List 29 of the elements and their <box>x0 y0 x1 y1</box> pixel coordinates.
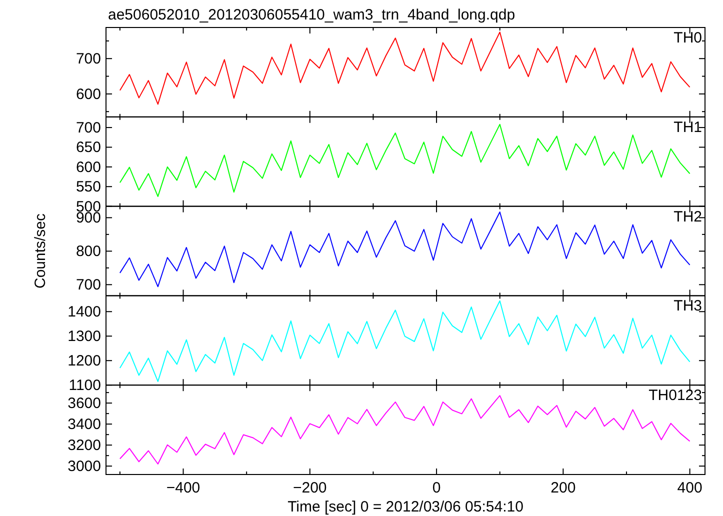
y-tick-label: 700 <box>76 120 101 137</box>
series-label: TH2 <box>674 208 702 226</box>
x-tick-label: −200 <box>292 480 327 496</box>
x-tick-label: 200 <box>550 480 576 496</box>
x-tick-label: 0 <box>432 480 441 496</box>
y-tick-label: 3000 <box>68 458 101 476</box>
y-tick-label: 650 <box>76 139 101 156</box>
y-tick-label: 1100 <box>68 377 101 394</box>
y-tick-label: 1200 <box>68 352 101 370</box>
y-tick-label: 1300 <box>68 328 101 346</box>
y-tick-label: 550 <box>76 178 101 196</box>
y-axis-title: Counts/sec <box>32 212 49 289</box>
y-tick-label: 3600 <box>68 395 101 412</box>
y-tick-label: 1400 <box>68 304 101 321</box>
series-label: TH1 <box>674 118 702 136</box>
y-tick-label: 3400 <box>68 416 101 434</box>
y-tick-label: 600 <box>76 86 101 103</box>
x-axis-title: Time [sec] 0 = 2012/03/06 05:54:10 <box>288 498 524 516</box>
x-tick-label: 400 <box>677 480 702 496</box>
series-label: TH0 <box>674 30 702 46</box>
y-tick-label: 800 <box>76 243 101 260</box>
y-tick-label: 3200 <box>68 437 101 454</box>
chart-title: ae506052010_20120306055410_wam3_trn_4band_long.qdp <box>108 6 516 24</box>
series-label: TH3 <box>674 298 702 315</box>
y-tick-label: 600 <box>76 158 101 176</box>
series-label: TH0123 <box>648 387 702 404</box>
y-tick-label: 700 <box>76 50 101 68</box>
y-tick-label: 700 <box>76 276 101 294</box>
x-tick-label: −400 <box>166 480 200 496</box>
